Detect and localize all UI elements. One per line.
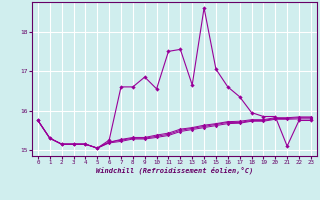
X-axis label: Windchill (Refroidissement éolien,°C): Windchill (Refroidissement éolien,°C) [96, 167, 253, 174]
